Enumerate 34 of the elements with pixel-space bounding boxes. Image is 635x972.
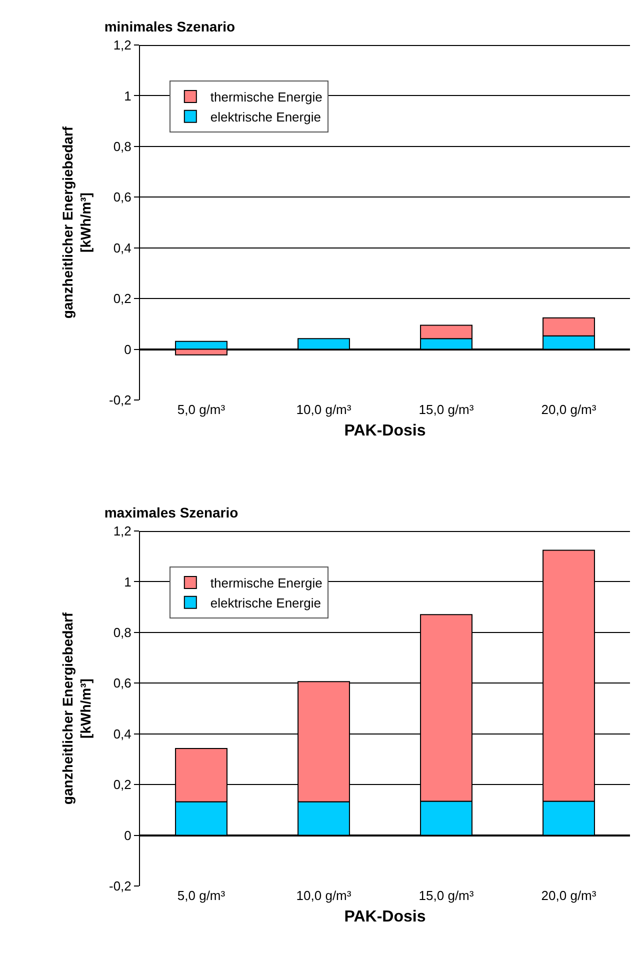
y-tick-label: 0,4 — [113, 240, 132, 256]
y-axis-title: ganzheitlicher Energiebedarf [kWh/m³] — [59, 126, 94, 319]
legend-label: thermische Energie — [210, 576, 322, 591]
y-tick-label: 0 — [124, 342, 132, 357]
legend-label: elektrische Energie — [210, 595, 321, 610]
x-tick-label: 5,0 g/m³ — [177, 888, 226, 903]
y-tick-label: 1 — [124, 574, 132, 590]
x-tick-label: 5,0 g/m³ — [177, 402, 226, 417]
y-tick-label: 1,2 — [113, 38, 132, 53]
y-tick-label: 0,2 — [113, 777, 132, 792]
y-tick-label: 0,8 — [113, 138, 132, 154]
y-tick-label: 0 — [124, 828, 132, 843]
x-tick-label: 15,0 g/m³ — [418, 402, 474, 417]
x-axis-title: PAK-Dosis — [344, 908, 426, 926]
x-tick-label: 20,0 g/m³ — [541, 888, 597, 903]
x-tick-label: 15,0 g/m³ — [418, 888, 474, 903]
x-tick-label: 10,0 g/m³ — [296, 402, 352, 417]
y-tick-label: 1,2 — [113, 524, 132, 539]
y-tick-label: 0,2 — [113, 291, 132, 306]
y-tick-label: 0,8 — [113, 624, 132, 640]
chart-title: maximales Szenario — [104, 504, 238, 521]
x-axis-title: PAK-Dosis — [344, 422, 426, 440]
y-axis-title: ganzheitlicher Energiebedarf [kWh/m³] — [59, 612, 94, 805]
y-tick-label: 0,6 — [113, 190, 132, 205]
x-tick-label: 10,0 g/m³ — [296, 888, 352, 903]
legend-label: thermische Energie — [210, 90, 322, 105]
legend-label: elektrische Energie — [210, 109, 321, 124]
chart-title: minimales Szenario — [104, 18, 236, 35]
y-tick-label: -0,2 — [108, 878, 132, 894]
y-tick-label: 0,6 — [113, 676, 132, 691]
y-tick-label: -0,2 — [108, 392, 132, 408]
x-tick-label: 20,0 g/m³ — [541, 402, 597, 417]
y-tick-label: 1 — [124, 88, 132, 104]
y-tick-label: 0,4 — [113, 726, 132, 742]
